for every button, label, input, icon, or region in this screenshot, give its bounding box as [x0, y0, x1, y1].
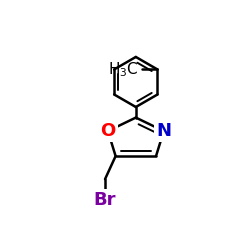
Text: H$_3$C: H$_3$C	[108, 60, 138, 79]
Text: Br: Br	[94, 191, 116, 209]
Text: N: N	[156, 122, 171, 140]
Text: O: O	[100, 122, 116, 140]
